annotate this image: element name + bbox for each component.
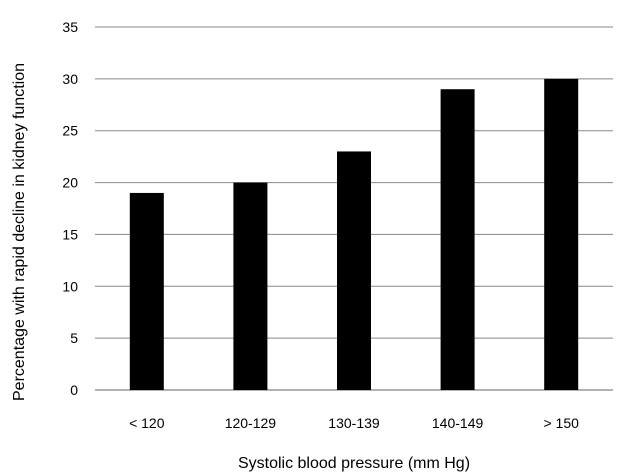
y-tick-label: 35 — [62, 19, 78, 35]
y-axis-title: Percentage with rapid decline in kidney … — [11, 63, 28, 401]
x-tick-label: 120-129 — [225, 415, 277, 431]
y-tick-label: 15 — [62, 226, 78, 242]
bars — [129, 78, 579, 390]
bar — [337, 151, 371, 390]
x-tick-label: 140-149 — [432, 415, 484, 431]
bar — [544, 78, 579, 390]
x-tick-label: 130-139 — [328, 415, 380, 431]
y-tick-label: 30 — [62, 71, 78, 87]
bar — [233, 182, 268, 390]
y-tick-label: 10 — [62, 278, 78, 294]
x-tick-label: > 150 — [543, 415, 579, 431]
y-tick-label: 20 — [62, 175, 78, 191]
x-axis-title: Systolic blood pressure (mm Hg) — [238, 455, 470, 472]
y-tick-label: 25 — [62, 123, 78, 139]
y-tick-label: 5 — [70, 330, 78, 346]
y-tick-labels: 0 5 10 15 20 25 30 35 — [62, 19, 78, 398]
bar — [129, 192, 164, 390]
x-tick-labels: < 120 120-129 130-139 140-149 > 150 — [129, 415, 579, 431]
bar — [440, 89, 475, 390]
x-tick-label: < 120 — [129, 415, 165, 431]
y-tick-label: 0 — [70, 382, 78, 398]
